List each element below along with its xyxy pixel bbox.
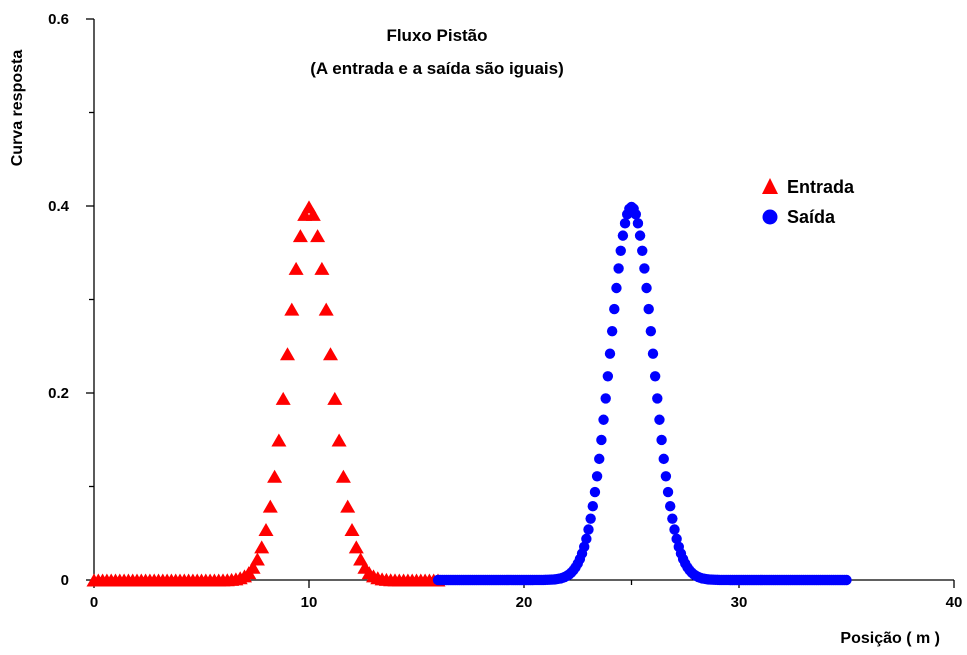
y-tick-label: 0.4 [48, 198, 70, 215]
data-point [611, 282, 622, 294]
data-point [641, 282, 652, 294]
data-point [649, 371, 661, 382]
y-tick-label: 0 [61, 572, 69, 589]
series-layer [86, 200, 852, 587]
data-point [254, 540, 270, 554]
data-point [604, 348, 616, 359]
data-point [280, 347, 295, 361]
series-entrada [86, 200, 446, 587]
x-tick-label: 10 [301, 594, 318, 611]
data-point [669, 524, 680, 535]
y-tick-label: 0.6 [48, 11, 69, 28]
data-point [583, 524, 594, 535]
x-tick-label: 30 [731, 594, 748, 611]
data-point [288, 261, 304, 275]
series-sa-da [432, 201, 852, 586]
data-point [284, 302, 300, 316]
data-point [643, 303, 654, 315]
data-point [249, 552, 265, 566]
data-point [671, 533, 682, 545]
data-point [591, 471, 603, 482]
data-point [841, 574, 852, 586]
data-point [327, 391, 343, 405]
data-point [581, 533, 592, 545]
data-point [652, 393, 663, 404]
chart-title: Fluxo Pistão [386, 26, 487, 45]
data-point [323, 347, 338, 361]
data-point [598, 414, 609, 425]
x-ticks: 0 10 20 30 40 [90, 580, 963, 611]
data-point [665, 500, 676, 512]
y-ticks: 0 0.2 0.4 0.6 [48, 11, 94, 589]
legend-saida-marker [762, 209, 778, 225]
data-point [331, 433, 347, 447]
y-axis-title: Curva resposta [9, 50, 26, 167]
data-point [340, 499, 356, 513]
data-point [602, 371, 614, 382]
data-point [662, 486, 674, 498]
data-point [615, 245, 626, 256]
data-point [348, 540, 364, 554]
data-point [594, 453, 605, 465]
y-tick-label: 0.2 [48, 385, 69, 402]
data-point [579, 541, 590, 553]
legend-entrada-marker [762, 178, 778, 194]
data-point [609, 303, 620, 315]
axes: 0 10 20 30 40 0 0.2 0.4 0.6 [48, 11, 962, 611]
x-axis-title: Posição ( m ) [840, 630, 940, 647]
data-point [589, 486, 601, 498]
data-point [314, 261, 330, 275]
data-point [587, 500, 598, 512]
legend-saida-label: Saída [787, 207, 836, 227]
data-point [344, 523, 360, 537]
data-point [619, 218, 631, 229]
data-point [660, 471, 672, 482]
data-point [656, 434, 667, 446]
data-point [617, 230, 629, 241]
x-tick-label: 0 [90, 594, 98, 611]
data-point [267, 469, 283, 483]
data-point [275, 391, 291, 405]
x-tick-label: 20 [516, 594, 533, 611]
x-tick-label: 40 [946, 594, 963, 611]
data-point [245, 560, 261, 574]
data-point [606, 325, 618, 337]
data-point [596, 434, 607, 446]
legend-entrada-label: Entrada [787, 177, 855, 197]
data-point [318, 302, 334, 316]
data-point [310, 229, 326, 243]
data-point [585, 513, 596, 524]
data-point [262, 499, 278, 513]
data-point [654, 414, 665, 425]
data-point [634, 230, 646, 241]
legend: Entrada Saída [762, 177, 855, 227]
data-point [613, 263, 624, 274]
data-point [645, 325, 657, 337]
data-point [658, 453, 669, 465]
data-point [632, 218, 644, 229]
data-point [258, 523, 274, 537]
data-point [600, 393, 611, 404]
data-point [639, 263, 650, 274]
data-point [335, 469, 351, 483]
data-point [271, 433, 287, 447]
data-point [305, 207, 321, 221]
data-point [647, 348, 659, 359]
data-point [630, 209, 641, 220]
data-point [667, 513, 678, 524]
data-point [637, 245, 648, 256]
chart-subtitle: (A entrada e a saída são iguais) [310, 59, 564, 78]
data-point [292, 229, 308, 243]
